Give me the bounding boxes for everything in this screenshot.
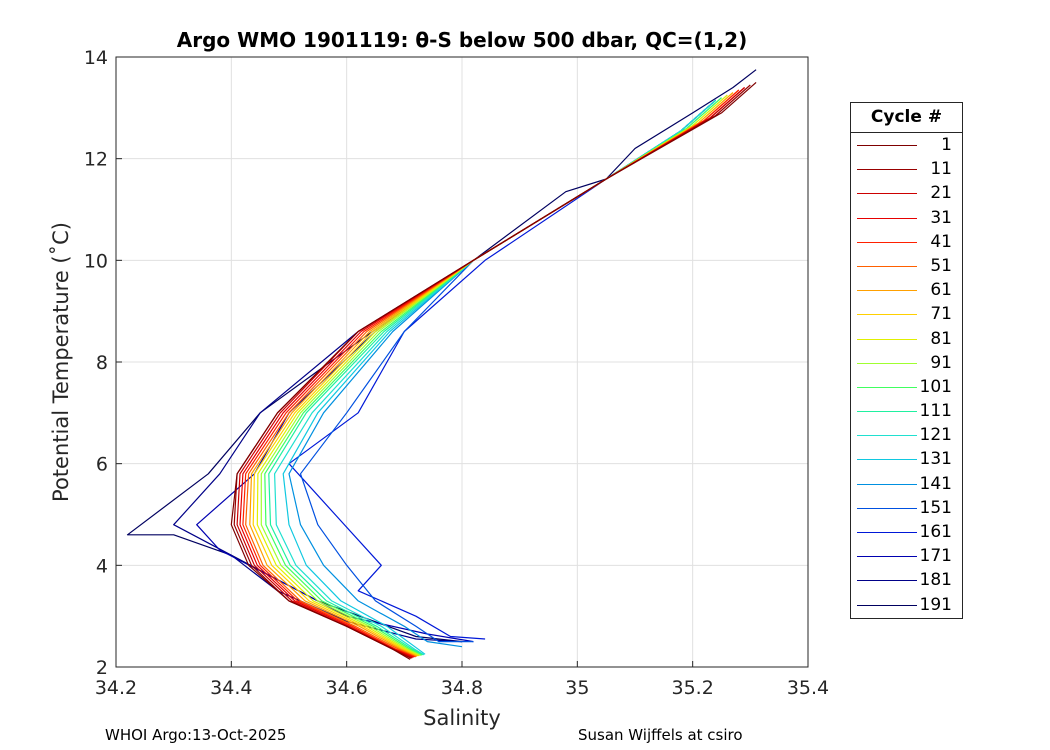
legend-swatch bbox=[857, 314, 917, 316]
legend-label: 131 bbox=[919, 449, 952, 470]
legend-entry: 1 bbox=[851, 133, 962, 157]
legend-label: 41 bbox=[930, 231, 952, 252]
series-line-cycle-101 bbox=[264, 97, 722, 656]
legend-swatch bbox=[857, 556, 917, 558]
x-tick-label: 34.2 bbox=[95, 677, 137, 699]
legend-swatch bbox=[857, 435, 917, 437]
legend-swatch bbox=[857, 459, 917, 461]
series-line-cycle-1 bbox=[230, 81, 757, 660]
y-tick-label: 6 bbox=[96, 454, 108, 476]
legend-swatch bbox=[857, 145, 917, 146]
x-tick-label: 34.6 bbox=[326, 677, 368, 699]
legend-entry: 71 bbox=[851, 302, 962, 326]
series-line-cycle-51 bbox=[245, 89, 740, 658]
x-tick-label: 34.4 bbox=[210, 677, 252, 699]
legend-label: 101 bbox=[919, 376, 952, 397]
legend-entry: 41 bbox=[851, 230, 962, 254]
y-tick-label: 2 bbox=[96, 657, 108, 679]
y-tick-label: 10 bbox=[84, 250, 108, 272]
legend-label: 141 bbox=[919, 473, 952, 494]
legend-entry: 21 bbox=[851, 181, 962, 205]
legend-swatch bbox=[857, 386, 917, 388]
y-tick-label: 8 bbox=[96, 352, 108, 374]
legend-entry: 121 bbox=[851, 423, 962, 447]
legend-entry: 51 bbox=[851, 254, 962, 278]
legend-label: 171 bbox=[919, 546, 952, 567]
legend-swatch bbox=[857, 507, 917, 509]
legend-label: 91 bbox=[930, 352, 952, 373]
series-line-cycle-151 bbox=[299, 99, 717, 643]
legend-swatch bbox=[857, 193, 917, 195]
legend-entry: 91 bbox=[851, 351, 962, 375]
legend-label: 51 bbox=[930, 255, 952, 276]
legend-label: 11 bbox=[930, 159, 952, 180]
legend-swatch bbox=[857, 290, 917, 292]
legend-entry: 101 bbox=[851, 375, 962, 399]
legend-swatch bbox=[857, 241, 917, 243]
x-tick-label: 35 bbox=[565, 677, 589, 699]
x-axis-label: Salinity bbox=[423, 706, 501, 730]
chart-title: Argo WMO 1901119: θ-S below 500 dbar, QC… bbox=[177, 28, 747, 52]
legend-label: 111 bbox=[919, 401, 952, 422]
legend-label: 161 bbox=[919, 522, 952, 542]
legend-swatch bbox=[857, 265, 917, 267]
x-tick-label: 35.4 bbox=[787, 677, 829, 699]
series-line-cycle-11 bbox=[233, 84, 751, 659]
legend-swatch bbox=[857, 483, 917, 485]
legend-entry: 131 bbox=[851, 447, 962, 471]
legend-entry: 171 bbox=[851, 544, 962, 568]
legend-label: 191 bbox=[919, 594, 952, 615]
series-line-cycle-131 bbox=[282, 99, 717, 655]
y-axis-label: Potential Temperature (˚C) bbox=[49, 222, 73, 502]
x-tick-label: 34.8 bbox=[441, 677, 483, 699]
legend-entry: 141 bbox=[851, 472, 962, 496]
legend-swatch bbox=[857, 217, 917, 219]
legend-entry: 61 bbox=[851, 278, 962, 302]
legend-swatch bbox=[857, 604, 917, 606]
legend: Cycle # 1 11 21 31 41 51 61 71 81 91 101 111 121 131 1… bbox=[850, 102, 963, 619]
series-line-cycle-111 bbox=[268, 97, 722, 656]
x-tick-label: 35.2 bbox=[672, 677, 714, 699]
legend-entry: 181 bbox=[851, 568, 962, 592]
legend-swatch bbox=[857, 580, 917, 582]
series-line-cycle-161 bbox=[288, 99, 717, 640]
legend-entry: 11 bbox=[851, 157, 962, 181]
legend-swatch bbox=[857, 169, 917, 171]
legend-label: 21 bbox=[930, 183, 952, 204]
legend-label: 61 bbox=[930, 280, 952, 301]
legend-entry: 111 bbox=[851, 399, 962, 423]
legend-label: 151 bbox=[919, 497, 952, 518]
legend-swatch bbox=[857, 411, 917, 413]
legend-label: 71 bbox=[930, 304, 952, 325]
legend-label: 81 bbox=[930, 328, 952, 349]
legend-entry: 81 bbox=[851, 327, 962, 351]
legend-entry: 191 bbox=[851, 593, 962, 617]
y-tick-label: 4 bbox=[96, 555, 108, 577]
y-tick-label: 12 bbox=[84, 149, 108, 171]
legend-swatch bbox=[857, 338, 917, 340]
legend-entry: 161 bbox=[851, 520, 962, 544]
footer-left-credit: WHOI Argo:13-Oct-2025 bbox=[105, 726, 287, 744]
legend-label: 121 bbox=[919, 425, 952, 446]
legend-label: 1 bbox=[941, 135, 952, 155]
legend-swatch bbox=[857, 532, 917, 533]
legend-label: 181 bbox=[919, 570, 952, 591]
y-tick-label: 14 bbox=[84, 47, 108, 69]
series-line-cycle-191 bbox=[126, 69, 757, 643]
legend-swatch bbox=[857, 362, 917, 364]
legend-entry: 151 bbox=[851, 496, 962, 520]
legend-title: Cycle # bbox=[851, 103, 962, 133]
footer-right-credit: Susan Wijffels at csiro bbox=[578, 726, 743, 744]
legend-entry: 31 bbox=[851, 206, 962, 230]
legend-label: 31 bbox=[930, 207, 952, 228]
